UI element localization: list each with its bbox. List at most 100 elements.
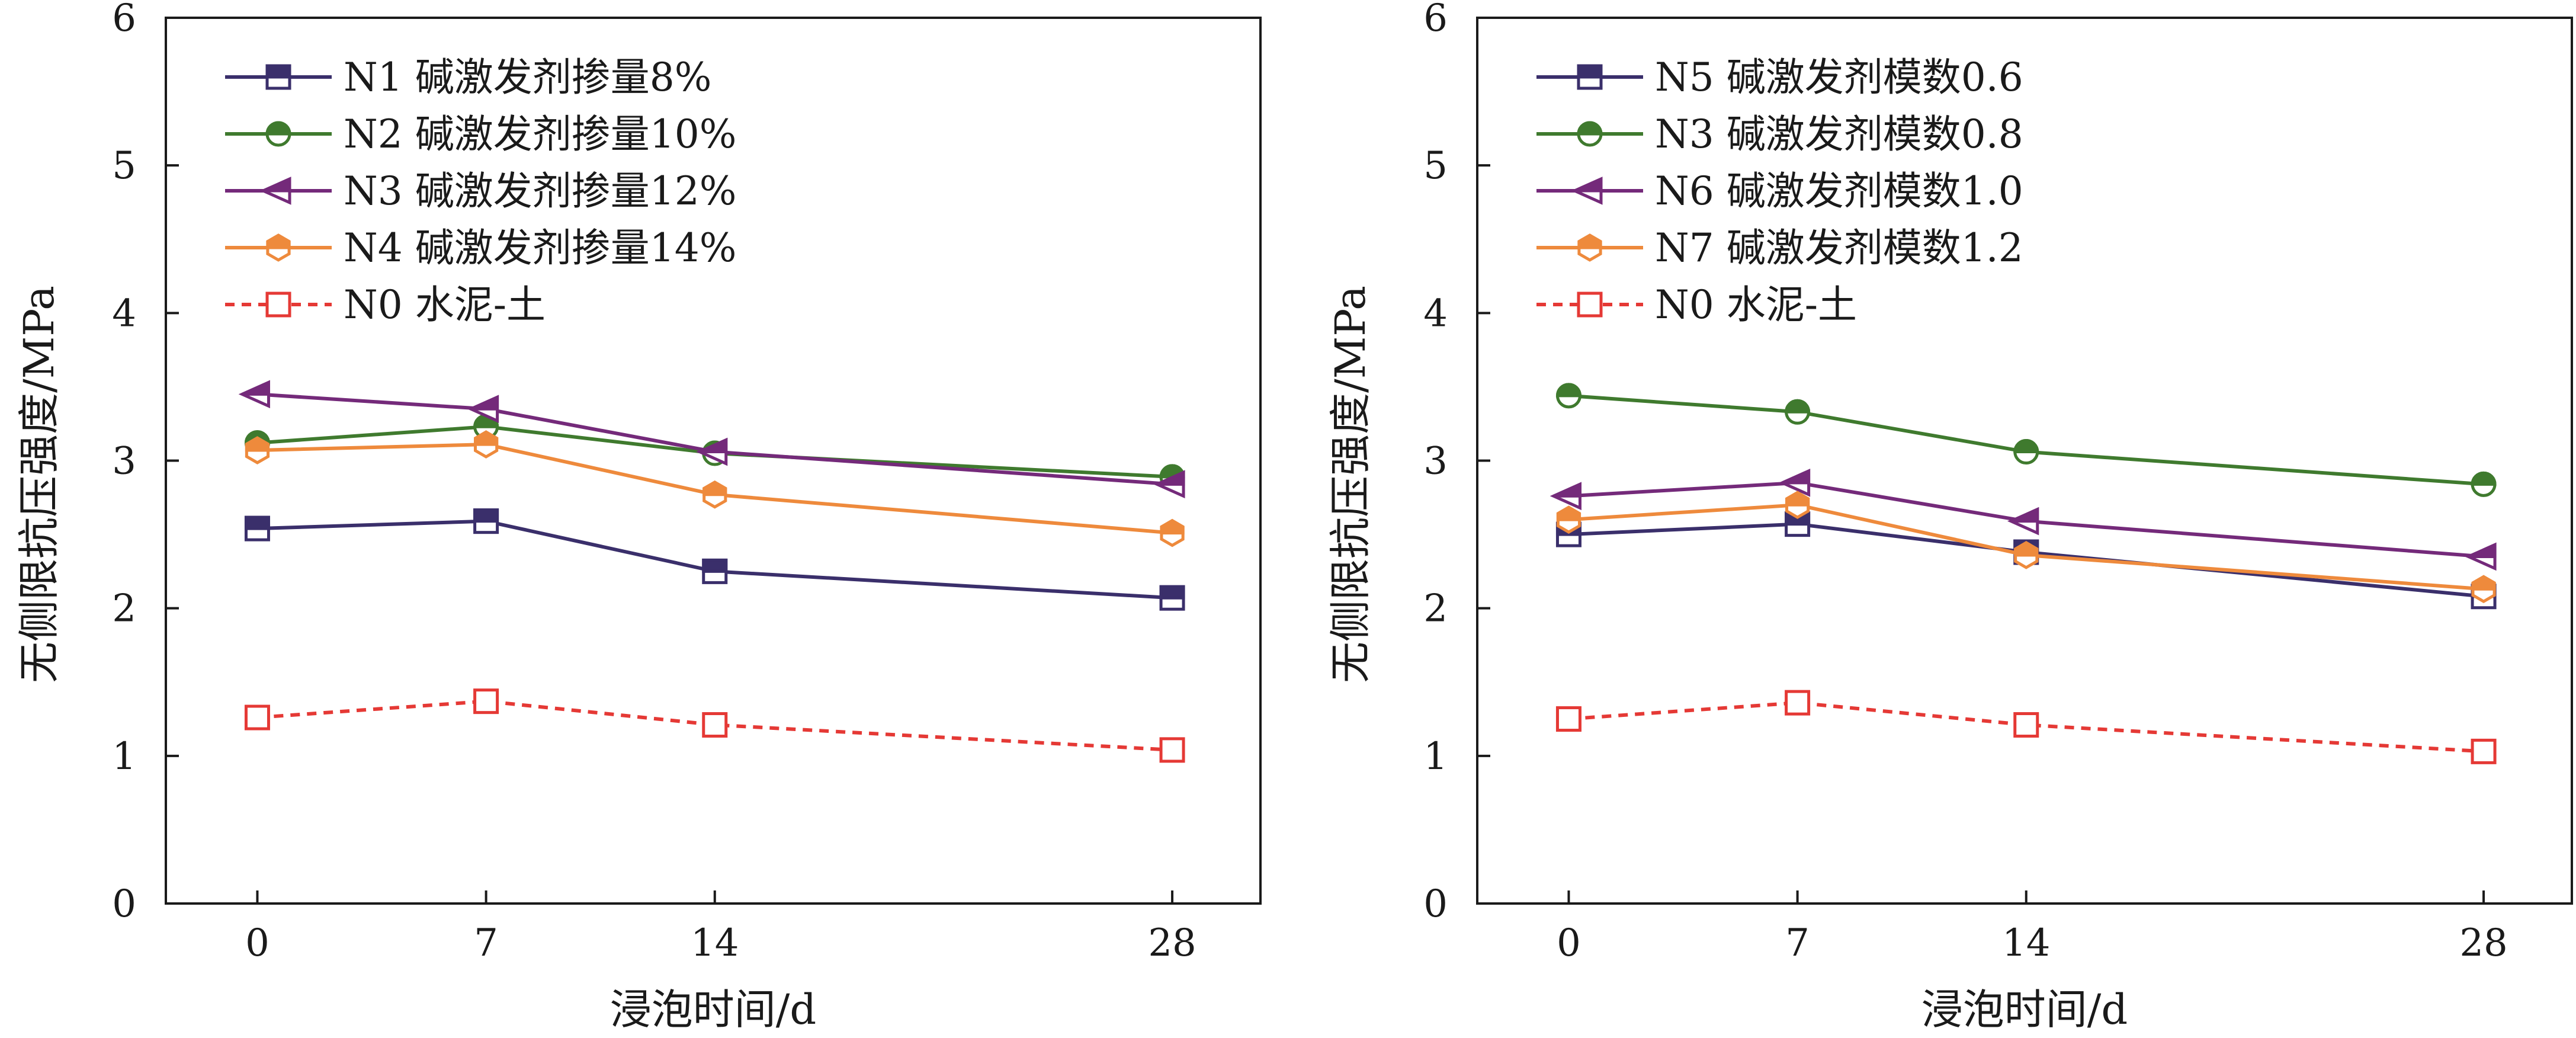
data-point-fill <box>2013 439 2039 454</box>
y-tick-label: 6 <box>1423 0 1448 40</box>
legend-swatch-marker-fill <box>1574 177 1603 193</box>
legend-swatch-marker <box>1577 291 1603 318</box>
legend-label: N6 碱激发剂模数1.0 <box>1655 168 2023 214</box>
data-point-fill <box>699 437 728 454</box>
legend-swatch-marker-fill <box>265 64 291 79</box>
y-tick-label: 3 <box>112 440 136 483</box>
legend-label: N2 碱激发剂掺量10% <box>344 111 736 157</box>
y-tick-label: 5 <box>112 144 136 188</box>
data-point <box>702 712 728 738</box>
y-axis-label: 无侧限抗压强度/MPa <box>1326 286 1375 683</box>
x-axis-label: 浸泡时间/d <box>1921 985 2128 1034</box>
y-tick-label: 6 <box>112 0 136 40</box>
legend-swatch-marker-fill <box>262 177 291 193</box>
y-tick-label: 4 <box>1423 291 1448 335</box>
series-3 <box>238 380 1185 499</box>
data-point <box>244 704 270 731</box>
x-tick-label: 7 <box>1785 921 1810 965</box>
data-point-fill <box>245 436 270 452</box>
x-tick-label: 7 <box>474 921 498 965</box>
legend-label: N3 碱激发剂掺量12% <box>344 168 736 214</box>
data-point-fill <box>1159 585 1185 600</box>
series-line <box>1568 503 2484 591</box>
data-point-fill <box>1552 482 1581 498</box>
series-3 <box>1550 469 2497 571</box>
data-point-fill <box>1156 470 1185 486</box>
data-point-fill <box>470 395 499 411</box>
y-tick-label: 2 <box>1423 587 1448 631</box>
y-tick-label: 1 <box>1423 735 1448 778</box>
series-line <box>257 392 1173 486</box>
y-tick-label: 0 <box>112 882 136 926</box>
series-line <box>257 519 1173 600</box>
data-point-fill <box>1556 505 1581 521</box>
legend: N1 碱激发剂掺量8% N2 碱激发剂掺量10% N3 碱激发剂掺量12% N4 碱激… <box>225 55 736 328</box>
data-point-fill <box>241 380 270 396</box>
series-line <box>1568 480 2484 559</box>
series-5 <box>244 688 1185 763</box>
legend-swatch-marker-fill <box>1577 233 1602 249</box>
data-point-fill <box>1785 399 1811 414</box>
data-point-fill <box>1781 469 1811 485</box>
series-line <box>257 425 1173 479</box>
data-point-fill <box>1785 491 1810 507</box>
series-4 <box>245 430 1185 547</box>
y-tick-label: 3 <box>1423 440 1448 483</box>
x-tick-label: 28 <box>1148 921 1196 965</box>
legend-label: N4 碱激发剂掺量14% <box>344 225 736 271</box>
series-line <box>1568 522 2484 598</box>
series-line <box>257 699 1173 752</box>
y-tick-label: 0 <box>1423 882 1448 926</box>
x-tick-label: 28 <box>2459 921 2507 965</box>
y-tick-label: 4 <box>112 291 136 335</box>
data-point <box>1785 690 1811 716</box>
y-axis-label: 无侧限抗压强度/MPa <box>15 286 63 683</box>
x-tick-label: 14 <box>691 921 739 965</box>
y-tick-label: 1 <box>112 735 136 778</box>
data-point-fill <box>2471 471 2497 486</box>
data-point-fill <box>1555 383 1581 398</box>
chart-panel-2: 0 1 2 3 4 5 6 0 7 14 28 浸泡时间/d 无侧限抗压强度/MPa N5 碱激发剂模数0… <box>1326 0 2573 1034</box>
legend-swatch-marker <box>265 291 291 318</box>
x-tick-label: 0 <box>1557 921 1581 965</box>
data-point-fill <box>1160 518 1185 535</box>
data-point <box>473 688 499 715</box>
series-5 <box>1555 690 2497 764</box>
data-point-fill <box>2010 507 2039 523</box>
data-point <box>1159 737 1185 763</box>
data-point-fill <box>2471 575 2496 591</box>
data-point <box>2471 738 2497 764</box>
series-4 <box>1556 491 2496 604</box>
y-tick-label: 5 <box>1423 144 1448 188</box>
legend-swatch-marker-fill <box>1577 121 1603 136</box>
series-2 <box>1555 383 2497 497</box>
data-point-fill <box>2468 542 2497 558</box>
series-1 <box>244 508 1185 611</box>
series-line <box>257 443 1173 535</box>
x-tick-label: 14 <box>2002 921 2050 965</box>
legend-label: N1 碱激发剂掺量8% <box>344 55 711 100</box>
data-point-fill <box>2014 541 2039 557</box>
series-line <box>1568 393 2484 486</box>
chart-panel-1: 0 1 2 3 4 5 6 0 7 14 28 浸泡时间/d 无侧限抗压强度/MPa N1 碱激发剂掺量8… <box>15 0 1262 1034</box>
x-axis-label: 浸泡时间/d <box>610 985 816 1034</box>
data-point-fill <box>473 508 499 523</box>
data-point-fill <box>474 430 499 446</box>
data-point <box>1555 706 1581 732</box>
series-line <box>1568 701 2484 754</box>
data-point-fill <box>702 558 728 573</box>
legend-label: N0 水泥-土 <box>344 282 546 328</box>
data-point <box>2013 712 2039 738</box>
data-point-fill <box>244 515 270 530</box>
legend-label: N7 碱激发剂模数1.2 <box>1655 225 2023 271</box>
legend: N5 碱激发剂模数0.6 N3 碱激发剂模数0.8 N6 碱激发剂模数1.0 N7 碱… <box>1536 55 2023 328</box>
legend-swatch-marker-fill <box>265 121 291 136</box>
legend-swatch-marker-fill <box>266 233 291 249</box>
x-tick-label: 0 <box>245 921 270 965</box>
legend-label: N0 水泥-土 <box>1655 282 1857 328</box>
y-tick-label: 2 <box>112 587 136 631</box>
legend-swatch-marker-fill <box>1577 64 1603 79</box>
data-point-fill <box>702 480 727 496</box>
